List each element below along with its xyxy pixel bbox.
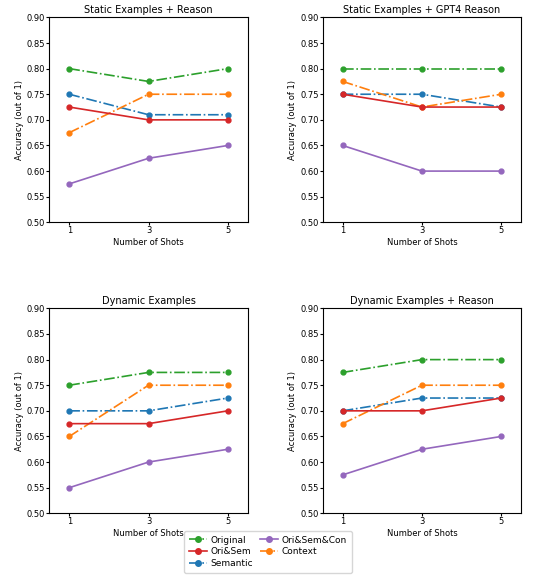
X-axis label: Number of Shots: Number of Shots [113, 238, 184, 247]
Title: Dynamic Examples + Reason: Dynamic Examples + Reason [350, 296, 494, 306]
Title: Dynamic Examples: Dynamic Examples [102, 296, 196, 306]
Y-axis label: Accuracy (out of 1): Accuracy (out of 1) [15, 80, 24, 160]
X-axis label: Number of Shots: Number of Shots [386, 529, 457, 538]
Title: Static Examples + Reason: Static Examples + Reason [84, 5, 213, 15]
Y-axis label: Accuracy (out of 1): Accuracy (out of 1) [288, 80, 297, 160]
Title: Static Examples + GPT4 Reason: Static Examples + GPT4 Reason [344, 5, 501, 15]
Legend: Original, Ori&Sem, Semantic, Ori&Sem&Con, Context: Original, Ori&Sem, Semantic, Ori&Sem&Con… [184, 531, 352, 572]
X-axis label: Number of Shots: Number of Shots [113, 529, 184, 538]
X-axis label: Number of Shots: Number of Shots [386, 238, 457, 247]
Y-axis label: Accuracy (out of 1): Accuracy (out of 1) [288, 371, 297, 451]
Y-axis label: Accuracy (out of 1): Accuracy (out of 1) [15, 371, 24, 451]
